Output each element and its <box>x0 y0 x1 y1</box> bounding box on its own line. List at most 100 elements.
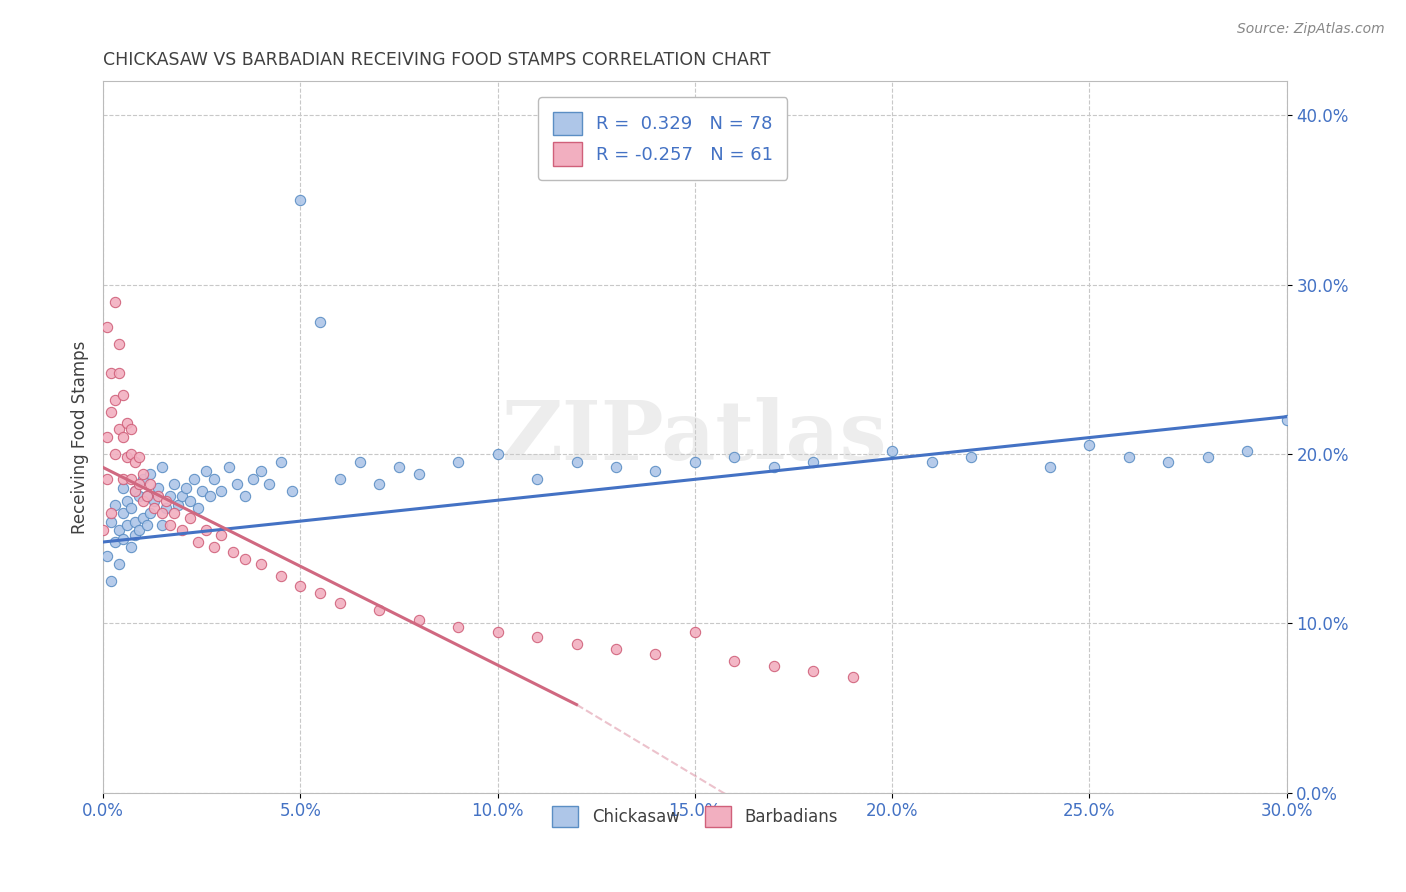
Point <box>120 540 142 554</box>
Point <box>131 511 153 525</box>
Point <box>486 447 509 461</box>
Point <box>202 540 225 554</box>
Point <box>111 472 134 486</box>
Point <box>187 535 209 549</box>
Point <box>111 430 134 444</box>
Point <box>723 450 745 465</box>
Point <box>124 455 146 469</box>
Point <box>108 366 131 380</box>
Point <box>218 460 240 475</box>
Point <box>1078 438 1101 452</box>
Point <box>159 489 181 503</box>
Point <box>605 641 627 656</box>
Point <box>179 494 201 508</box>
Point <box>281 484 304 499</box>
Point <box>183 472 205 486</box>
Point <box>349 455 371 469</box>
Point <box>111 506 134 520</box>
Point <box>270 455 292 469</box>
Point <box>644 464 666 478</box>
Point <box>202 472 225 486</box>
Point <box>723 654 745 668</box>
Point <box>683 624 706 639</box>
Point <box>762 460 785 475</box>
Point <box>115 494 138 508</box>
Point <box>526 472 548 486</box>
Point <box>1236 443 1258 458</box>
Point <box>155 501 177 516</box>
Point <box>108 336 131 351</box>
Point <box>108 523 131 537</box>
Point <box>155 494 177 508</box>
Point <box>801 455 824 469</box>
Point <box>233 552 256 566</box>
Point <box>120 421 142 435</box>
Point <box>194 523 217 537</box>
Point <box>131 472 153 486</box>
Point <box>96 549 118 563</box>
Point <box>1197 450 1219 465</box>
Point <box>270 569 292 583</box>
Point <box>801 664 824 678</box>
Point <box>408 467 430 482</box>
Point <box>100 506 122 520</box>
Point <box>309 586 332 600</box>
Point <box>120 472 142 486</box>
Point <box>1157 455 1180 469</box>
Point <box>447 620 470 634</box>
Point <box>128 489 150 503</box>
Text: CHICKASAW VS BARBADIAN RECEIVING FOOD STAMPS CORRELATION CHART: CHICKASAW VS BARBADIAN RECEIVING FOOD ST… <box>103 51 770 69</box>
Point <box>108 557 131 571</box>
Point <box>104 447 127 461</box>
Legend: Chickasaw, Barbadians: Chickasaw, Barbadians <box>546 799 845 834</box>
Point <box>128 450 150 465</box>
Point <box>111 387 134 401</box>
Point <box>163 506 186 520</box>
Point <box>242 472 264 486</box>
Point <box>120 501 142 516</box>
Point <box>194 464 217 478</box>
Point <box>139 467 162 482</box>
Point <box>115 450 138 465</box>
Point <box>139 506 162 520</box>
Point <box>100 515 122 529</box>
Point <box>211 528 233 542</box>
Point <box>211 484 233 499</box>
Text: ZIPatlas: ZIPatlas <box>502 397 887 477</box>
Point <box>447 455 470 469</box>
Point <box>565 455 588 469</box>
Point <box>329 472 352 486</box>
Point <box>179 511 201 525</box>
Text: Source: ZipAtlas.com: Source: ZipAtlas.com <box>1237 22 1385 37</box>
Point <box>486 624 509 639</box>
Point <box>159 518 181 533</box>
Point <box>96 430 118 444</box>
Point <box>408 613 430 627</box>
Point <box>605 460 627 475</box>
Y-axis label: Receiving Food Stamps: Receiving Food Stamps <box>72 341 89 533</box>
Point <box>762 658 785 673</box>
Point <box>104 294 127 309</box>
Point <box>150 518 173 533</box>
Point <box>111 481 134 495</box>
Point <box>257 477 280 491</box>
Point <box>170 523 193 537</box>
Point <box>100 404 122 418</box>
Point <box>143 494 166 508</box>
Point <box>841 671 863 685</box>
Point <box>233 489 256 503</box>
Point <box>174 481 197 495</box>
Point <box>960 450 983 465</box>
Point <box>96 472 118 486</box>
Point <box>222 545 245 559</box>
Point <box>104 498 127 512</box>
Point <box>150 506 173 520</box>
Point <box>250 464 273 478</box>
Point <box>104 392 127 407</box>
Point <box>683 455 706 469</box>
Point <box>128 523 150 537</box>
Point <box>124 528 146 542</box>
Point <box>120 447 142 461</box>
Point <box>1118 450 1140 465</box>
Point <box>100 366 122 380</box>
